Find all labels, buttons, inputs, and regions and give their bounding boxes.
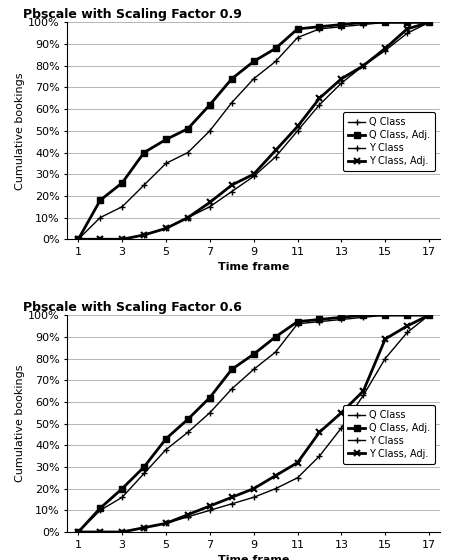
Legend: Q Class, Q Class, Adj., Y Class, Y Class, Adj.: Q Class, Q Class, Adj., Y Class, Y Class… [343,113,435,171]
X-axis label: Time frame: Time frame [218,555,289,560]
Y-axis label: Cumulative bookings: Cumulative bookings [15,72,25,190]
Y-axis label: Cumulative bookings: Cumulative bookings [15,365,25,482]
Legend: Q Class, Q Class, Adj., Y Class, Y Class, Adj.: Q Class, Q Class, Adj., Y Class, Y Class… [343,405,435,464]
X-axis label: Time frame: Time frame [218,263,289,273]
Text: Pbscale with Scaling Factor 0.9: Pbscale with Scaling Factor 0.9 [22,8,242,21]
Text: Pbscale with Scaling Factor 0.6: Pbscale with Scaling Factor 0.6 [22,301,242,314]
